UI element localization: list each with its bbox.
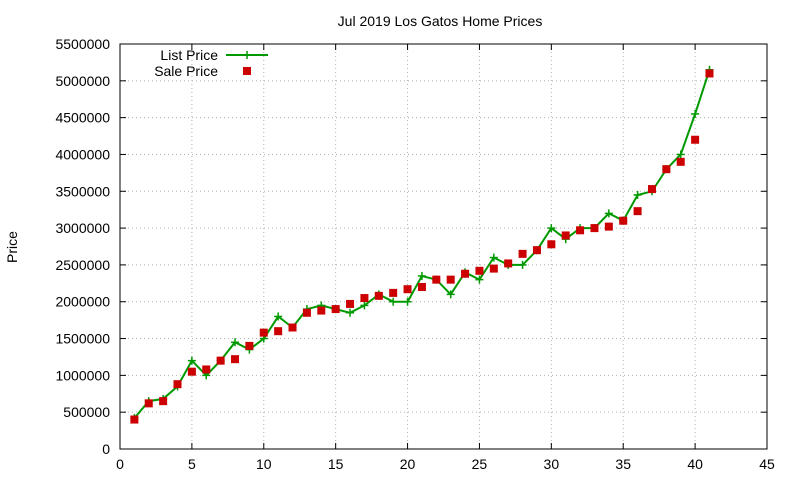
sale-price-point (403, 285, 412, 294)
sale-price-point (417, 283, 426, 291)
list-price-point (346, 308, 355, 317)
sale-price-point (619, 216, 628, 225)
y-tick-label: 4000000 (55, 146, 110, 162)
sale-price-point (604, 222, 613, 231)
y-tick-label: 1000000 (55, 367, 110, 383)
series-layer (130, 65, 714, 424)
sale-price-point (216, 356, 225, 365)
y-tick-label: 2000000 (55, 294, 110, 310)
list-price-point (691, 109, 700, 118)
list-price-point (518, 260, 527, 269)
list-price-point (604, 209, 613, 218)
list-price-point (231, 338, 240, 347)
sale-price-point (518, 249, 527, 258)
sale-price-point (360, 294, 369, 303)
sale-price-point (202, 365, 211, 374)
x-tick-label: 5 (188, 456, 196, 472)
sale-price-point (259, 328, 268, 337)
list-price-point (389, 297, 398, 306)
list-price-point (676, 150, 685, 159)
list-price-point (446, 290, 455, 299)
sale-price-point (446, 275, 455, 284)
x-tick-label: 45 (759, 456, 775, 472)
legend-swatch-list-price-marker (243, 51, 251, 59)
legend-swatch-sale-price (243, 67, 251, 75)
sale-price-point (662, 165, 671, 174)
chart-title: Jul 2019 Los Gatos Home Prices (338, 13, 543, 29)
list-price-point (547, 224, 556, 233)
sale-price-point (144, 399, 153, 408)
sale-price-point (302, 308, 311, 317)
x-tick-label: 25 (472, 456, 488, 472)
sale-price-point (691, 135, 700, 144)
sale-price-point (475, 266, 484, 275)
sale-price-point (547, 240, 556, 249)
sale-price-point (461, 269, 470, 278)
y-tick-label: 0 (102, 441, 110, 457)
sale-price-point (173, 380, 182, 389)
x-tick-label: 40 (687, 456, 703, 472)
y-tick-label: 3000000 (55, 220, 110, 236)
list-price-point (475, 275, 484, 284)
x-tick-label: 10 (256, 456, 272, 472)
sale-price-point (288, 323, 297, 332)
sale-price-point (576, 226, 585, 235)
sale-price-point (346, 299, 355, 308)
sale-price-point (504, 259, 513, 268)
grid-lines (120, 44, 767, 449)
sale-price-point (245, 341, 254, 350)
sale-price-point (130, 415, 139, 424)
x-tick-label: 15 (328, 456, 344, 472)
x-tick-label: 35 (615, 456, 631, 472)
sale-price-point (561, 231, 570, 240)
sale-price-point (187, 367, 196, 376)
list-price-point (417, 271, 426, 280)
sale-price-point (374, 291, 383, 300)
list-price-point (360, 301, 369, 310)
sale-price-point (274, 327, 283, 336)
y-tick-label: 4500000 (55, 110, 110, 126)
x-tick-label: 20 (400, 456, 416, 472)
sale-price-point (317, 306, 326, 315)
y-tick-label: 3500000 (55, 183, 110, 199)
legend-label-sale-price: Sale Price (154, 63, 218, 79)
sale-price-point (676, 157, 685, 166)
y-tick-label: 5000000 (55, 73, 110, 89)
y-tick-label: 500000 (63, 404, 110, 420)
legend-label-list-price: List Price (160, 47, 218, 63)
list-price-point (633, 190, 642, 199)
sale-price-point (633, 207, 642, 216)
legend: List Price Sale Price (154, 47, 268, 79)
sale-price-point (432, 275, 441, 284)
series-line-list-price (133, 69, 711, 419)
plot-frame (119, 43, 768, 450)
x-tick-label: 30 (544, 456, 560, 472)
sale-price-point (532, 246, 541, 255)
sale-price-point (590, 224, 599, 233)
sale-price-point (647, 185, 656, 194)
sale-price-point (159, 397, 168, 406)
sale-price-point (489, 264, 498, 273)
axis-ticks: 0 5 10 15 20 25 30 35 40 45 0 500000 1000000 1500000 2… (55, 36, 775, 472)
list-price-point (274, 312, 283, 321)
list-price-point (489, 253, 498, 262)
list-price-point (187, 356, 196, 365)
y-tick-label: 5500000 (55, 36, 110, 52)
sale-price-point (231, 355, 240, 364)
x-tick-label: 0 (116, 456, 124, 472)
sale-price-point (389, 288, 398, 297)
y-axis-label: Price (4, 231, 20, 263)
y-tick-label: 2500000 (55, 257, 110, 273)
y-tick-label: 1500000 (55, 331, 110, 347)
list-price-point (403, 297, 412, 306)
sale-price-point (705, 69, 714, 78)
sale-price-point (331, 305, 340, 314)
